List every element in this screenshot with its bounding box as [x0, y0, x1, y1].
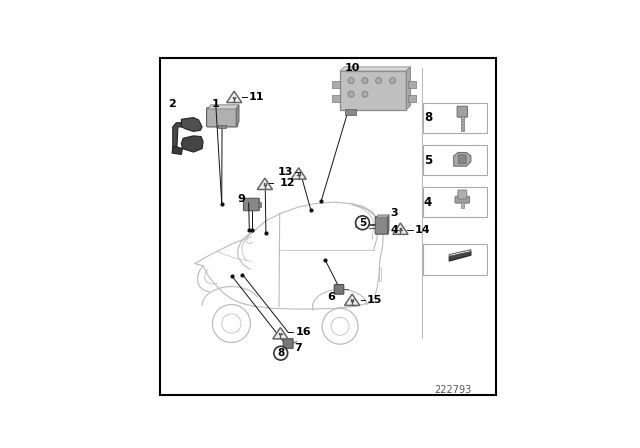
Polygon shape	[387, 215, 389, 233]
Polygon shape	[257, 178, 273, 190]
Polygon shape	[181, 117, 202, 131]
FancyBboxPatch shape	[458, 155, 466, 164]
Bar	[259, 202, 261, 207]
Bar	[345, 109, 356, 115]
Text: 15: 15	[367, 295, 382, 306]
Polygon shape	[181, 136, 203, 152]
Polygon shape	[454, 152, 471, 166]
Polygon shape	[344, 294, 360, 306]
Polygon shape	[461, 116, 464, 131]
Polygon shape	[173, 123, 181, 147]
Circle shape	[362, 78, 368, 84]
FancyBboxPatch shape	[334, 284, 344, 294]
Text: 4: 4	[424, 196, 432, 209]
Polygon shape	[208, 105, 239, 109]
FancyBboxPatch shape	[458, 190, 467, 199]
Text: 12: 12	[280, 178, 295, 188]
Bar	[422, 187, 486, 217]
Bar	[333, 81, 340, 88]
Circle shape	[389, 78, 396, 84]
Text: 9: 9	[237, 194, 245, 204]
Text: 8: 8	[277, 348, 284, 358]
Text: 4: 4	[390, 225, 398, 235]
Polygon shape	[273, 327, 288, 339]
Circle shape	[362, 91, 368, 97]
Bar	[408, 81, 416, 88]
Bar	[218, 125, 227, 128]
Text: 8: 8	[424, 112, 432, 125]
Text: 222793: 222793	[435, 385, 472, 395]
Polygon shape	[393, 223, 408, 234]
Text: 10: 10	[344, 63, 360, 73]
Circle shape	[274, 346, 287, 360]
Text: 6: 6	[327, 292, 335, 302]
FancyBboxPatch shape	[243, 198, 259, 211]
FancyBboxPatch shape	[283, 339, 293, 349]
Text: 5: 5	[424, 154, 432, 167]
Text: 3: 3	[390, 208, 397, 218]
Polygon shape	[376, 215, 389, 218]
FancyBboxPatch shape	[455, 196, 470, 203]
Text: 11: 11	[249, 92, 264, 102]
Circle shape	[348, 78, 354, 84]
Circle shape	[348, 91, 354, 97]
Polygon shape	[236, 105, 239, 125]
Polygon shape	[340, 67, 410, 71]
FancyBboxPatch shape	[340, 71, 406, 110]
Circle shape	[376, 78, 382, 84]
Bar	[333, 95, 340, 102]
Circle shape	[356, 216, 369, 230]
Polygon shape	[291, 168, 307, 179]
Text: 16: 16	[295, 327, 311, 337]
Text: 1: 1	[212, 99, 220, 109]
Polygon shape	[227, 91, 242, 103]
Bar	[422, 145, 486, 175]
Polygon shape	[449, 252, 471, 261]
Polygon shape	[461, 202, 464, 208]
Text: 7: 7	[294, 343, 302, 353]
Text: 5: 5	[359, 218, 366, 228]
Polygon shape	[172, 147, 182, 155]
Text: 13: 13	[278, 167, 294, 177]
Bar	[408, 95, 416, 102]
FancyBboxPatch shape	[375, 216, 388, 234]
Bar	[422, 103, 486, 133]
FancyBboxPatch shape	[457, 106, 467, 117]
Bar	[422, 244, 486, 275]
Text: 14: 14	[415, 225, 431, 235]
Text: 2: 2	[168, 99, 176, 109]
Polygon shape	[406, 67, 410, 110]
FancyBboxPatch shape	[207, 108, 237, 127]
